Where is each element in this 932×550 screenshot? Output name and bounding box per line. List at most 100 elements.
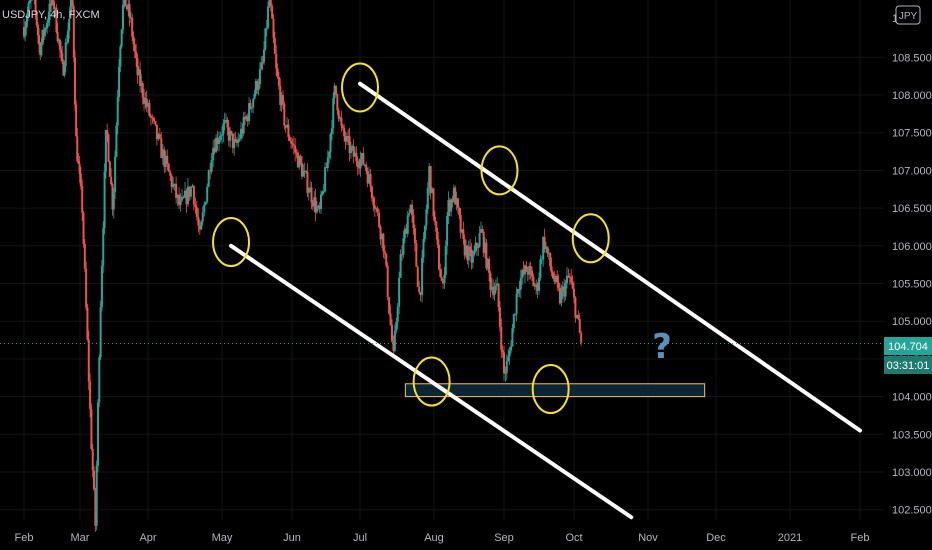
candle-body [442,280,445,284]
candle-body [401,254,404,256]
candle-body [296,152,299,168]
candle-body [347,136,350,138]
trendline-upper [358,81,862,433]
candle-body [38,35,41,45]
candle-body [439,269,442,277]
candle-body [35,11,38,25]
candle-body [155,124,158,140]
candle-body [121,4,124,30]
candle-body [463,239,466,256]
candle-body [310,187,313,203]
candle-body [264,28,267,50]
candle-body [104,130,107,172]
candle-body [382,233,385,252]
candle-body [580,332,583,343]
candle-body [538,277,540,292]
candle-body [529,266,532,271]
highlight-circle [341,62,379,113]
candle-body [260,62,263,70]
candle-body [78,163,81,174]
candle-body [552,272,554,279]
candle-body [525,265,528,272]
candle-body [568,276,571,278]
last-price: 104.704 [888,341,928,353]
candle-body [292,144,295,146]
candle-body [119,46,122,67]
candle-body [284,125,287,128]
candle-body [189,187,192,197]
candle-body [535,284,538,287]
candle-body [475,243,478,249]
candle-body [24,28,27,37]
candle-body [252,98,255,108]
candle-body [409,204,412,214]
candle-body [115,125,118,157]
candle-body [462,229,465,240]
candle-body [85,268,88,308]
candle-body [431,188,434,194]
candle-body [77,161,80,164]
candle-body [203,204,206,213]
candle-body [133,44,136,52]
candle-body [370,186,373,199]
candle-body [261,62,264,64]
candle-body [351,146,354,148]
candle-body [366,170,369,184]
candle-body [570,276,573,283]
candle-body [542,236,545,260]
candle-body [61,53,64,62]
candle-body [352,146,355,157]
candle-body [93,470,96,490]
candle-body [504,372,507,374]
candle-body [532,276,535,286]
candle-body [474,243,477,252]
candle-body [454,187,457,205]
candle-body [398,277,401,307]
candle-body [108,161,111,177]
candle-body [62,61,65,76]
candle-body [421,257,424,296]
candle-body [344,136,347,142]
candle-body [501,349,504,353]
time-axis[interactable]: Feb Mar Apr May Jun Jul Aug Sep Oct Nov Dec 2021 Feb [15,532,870,544]
candle-body [103,171,106,229]
candle-body [452,187,455,202]
candle-body [209,170,212,172]
candle-body [428,166,431,188]
candle-body [573,288,575,298]
candle-body [496,283,499,286]
candle-body [42,29,45,37]
countdown-badge: 03:31:01 [884,356,932,374]
candle-body [249,103,252,109]
candle-body [540,259,543,261]
price-tick-label: 102.500 [892,505,932,517]
candle-body [173,183,176,185]
candle-body [360,153,363,160]
currency-button[interactable]: JPY [895,5,921,25]
candle-body [405,228,408,234]
candle-body [507,356,510,362]
candle-body [291,143,294,145]
candle-body [111,184,114,210]
candle-body [531,270,533,277]
candle-body [373,205,376,209]
candle-body [399,254,402,278]
candle-body [94,489,97,526]
candle-body [227,127,230,141]
candle-body [206,186,209,202]
candle-body [294,145,297,153]
candle-body [485,242,488,269]
candle-body [413,228,416,244]
candle-body [511,328,514,347]
price-axis[interactable]: 102.500103.000103.500104.000104.500105.0… [884,0,932,520]
candle-body [418,286,421,293]
candle-body [465,245,468,256]
candle-body [254,81,257,94]
candle-body [484,242,487,253]
candle-body [575,314,578,318]
candle-body [489,272,492,290]
candle-body [26,12,29,22]
candle-body [178,194,181,206]
